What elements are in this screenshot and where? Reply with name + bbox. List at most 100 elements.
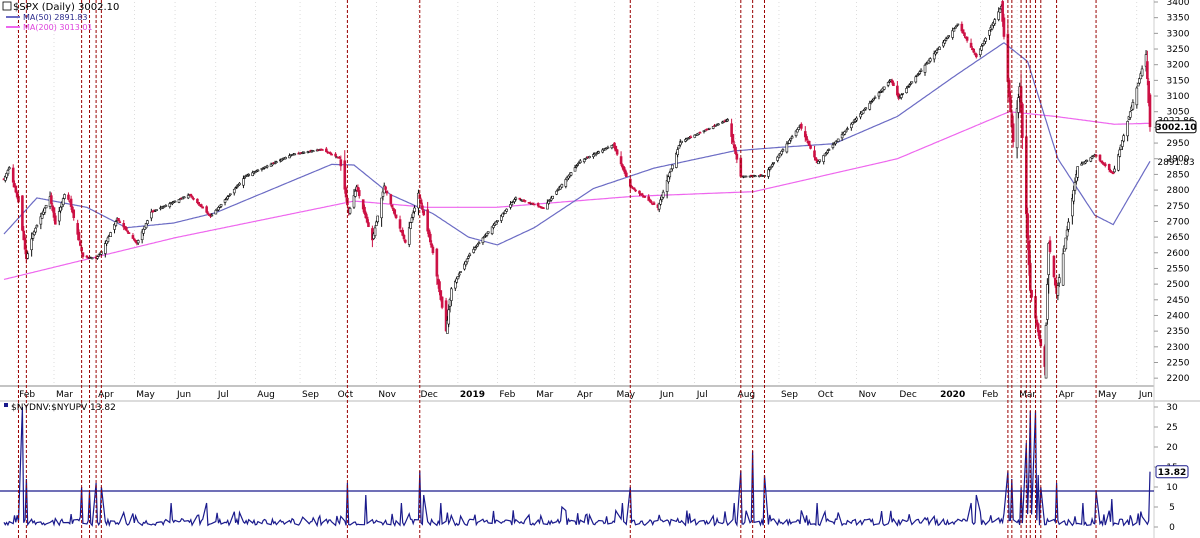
candle-body	[813, 150, 816, 158]
candle-body	[284, 157, 287, 160]
candle-body	[482, 236, 486, 238]
candle-body	[955, 25, 958, 27]
candle-body	[689, 136, 693, 139]
candle-body	[864, 107, 868, 110]
candle-body	[330, 153, 333, 156]
candle-body	[142, 228, 145, 234]
candle-body	[997, 11, 1000, 20]
candle-body	[925, 63, 928, 65]
price-y-tick-label: 2600	[1167, 249, 1190, 259]
candle-body	[952, 28, 956, 32]
candle-body	[1111, 172, 1115, 175]
candle-body	[76, 223, 79, 235]
candle-body	[1044, 325, 1048, 379]
candle-body	[503, 210, 507, 214]
candle-body	[914, 76, 918, 83]
candle-body	[677, 145, 681, 149]
candle-body	[476, 244, 479, 247]
candle-body	[896, 85, 899, 96]
candle-body	[1017, 97, 1020, 113]
candle-body	[1021, 103, 1024, 138]
candle-body	[569, 172, 573, 176]
candle-body	[947, 35, 950, 38]
breadth-y-tick-label: 5	[1169, 503, 1175, 513]
candle-body	[490, 226, 494, 234]
candle-body	[772, 162, 776, 164]
candle-body	[668, 172, 672, 178]
candle-body	[146, 220, 149, 225]
candle-body	[459, 271, 462, 273]
candle-body	[944, 38, 948, 41]
candle-body	[456, 276, 460, 280]
chart-menu-icon[interactable]	[2, 1, 12, 11]
candle-body	[426, 209, 429, 232]
candle-body	[126, 230, 129, 233]
candle-body	[872, 98, 875, 101]
candle-body	[665, 180, 669, 192]
candle-body	[457, 273, 461, 276]
candle-body	[703, 129, 707, 132]
candle-body	[998, 8, 1002, 13]
candle-body	[528, 202, 532, 205]
candle-body	[1047, 243, 1050, 275]
candle-body	[428, 233, 432, 243]
candle-body	[104, 243, 107, 254]
candle-body	[575, 165, 578, 168]
candle-body	[419, 199, 423, 205]
panel-separator	[0, 400, 1200, 402]
candle-body	[338, 157, 341, 159]
candle-body	[468, 253, 472, 256]
candle-body	[932, 53, 936, 60]
month-tick-label: May	[136, 390, 155, 400]
candle-body	[90, 257, 94, 260]
candle-body	[518, 197, 522, 200]
candle-body	[496, 220, 499, 222]
candle-body	[542, 207, 545, 209]
month-tick-label: Oct	[338, 390, 354, 400]
candle-body	[790, 136, 794, 139]
candle-body	[1067, 221, 1070, 230]
price-y-tick-label: 2850	[1167, 170, 1190, 180]
candle-body	[13, 183, 16, 188]
candle-body	[789, 138, 793, 141]
candle-body	[477, 242, 481, 245]
price-y-tick-label: 2400	[1167, 311, 1190, 321]
candle-body	[963, 32, 966, 36]
candle-body	[409, 222, 412, 229]
candle-body	[339, 159, 343, 167]
candle-body	[329, 152, 332, 155]
month-tick-label: Dec	[899, 390, 916, 400]
candle-body	[6, 170, 10, 175]
breadth-panel: 30252015105013.82	[0, 403, 1189, 533]
candle-body	[614, 146, 618, 152]
candle-body	[403, 239, 407, 243]
price-y-tick-label: 2350	[1167, 327, 1190, 337]
candle-body	[823, 153, 827, 157]
candle-body	[173, 200, 177, 203]
candle-body	[127, 232, 131, 234]
candle-body	[827, 149, 831, 151]
candle-body	[1085, 160, 1089, 162]
candle-body	[906, 86, 910, 88]
candle-body	[794, 130, 798, 136]
candle-body	[1089, 157, 1093, 162]
candle-body	[61, 198, 65, 205]
candle-body	[450, 288, 453, 301]
candle-body	[640, 193, 644, 196]
candle-body	[1002, 17, 1006, 37]
candle-body	[890, 80, 894, 83]
candle-body	[730, 123, 733, 137]
candle-body	[768, 167, 772, 170]
candle-body	[871, 99, 874, 102]
breadth-legend: $NYDNV:$NYUPV 13.82	[4, 403, 116, 413]
candle-body	[1090, 156, 1094, 159]
candle-body	[106, 237, 110, 242]
candle-body	[780, 151, 783, 155]
candle-body	[473, 247, 477, 250]
candle-body	[265, 165, 269, 168]
candle-body	[1128, 111, 1132, 118]
breadth-last-value-label: 13.82	[1158, 468, 1186, 478]
candle-body	[348, 208, 352, 214]
candle-body	[935, 50, 939, 53]
price-y-tick-label: 3400	[1167, 0, 1190, 8]
